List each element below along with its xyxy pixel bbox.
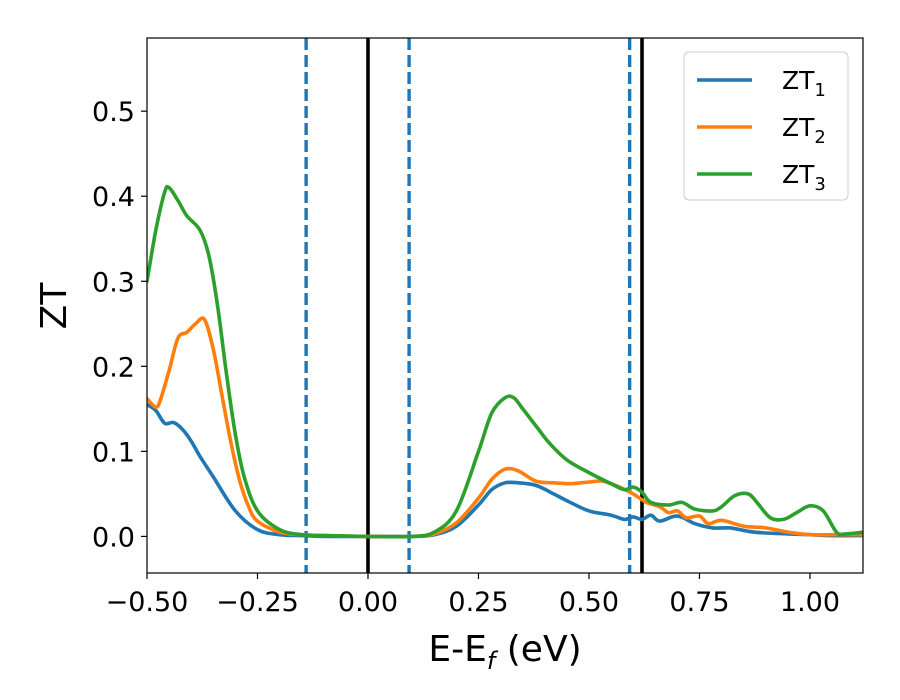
x-tick-label: −0.50 — [106, 587, 189, 618]
y-tick-label: 0.0 — [92, 522, 135, 553]
series-line-zt3 — [147, 184, 863, 539]
series-lines — [147, 184, 863, 539]
x-axis-title-unit: (eV) — [495, 629, 581, 670]
x-tick-label: 0.50 — [559, 587, 619, 618]
legend-label-zt2: ZT2 — [782, 113, 826, 148]
series-line-zt1 — [147, 402, 863, 539]
x-axis-ticks: −0.50 −0.25 0.00 0.25 0.50 0.75 1.00 — [106, 573, 840, 618]
x-tick-label: 1.00 — [780, 587, 840, 618]
y-tick-label: 0.2 — [92, 352, 135, 383]
series-line-zt2 — [147, 316, 863, 539]
x-tick-label: 0.75 — [669, 587, 729, 618]
x-axis-title: E-Ef (eV) — [428, 629, 581, 675]
x-tick-label: 0.25 — [448, 587, 508, 618]
x-tick-label: 0.00 — [338, 587, 398, 618]
y-tick-label: 0.3 — [92, 267, 135, 298]
x-tick-label: −0.25 — [216, 587, 299, 618]
y-tick-label: 0.4 — [92, 182, 135, 213]
reference-lines — [304, 38, 644, 573]
legend: ZT1 ZT2 ZT3 — [683, 51, 849, 201]
y-axis-title: ZT — [34, 282, 75, 330]
legend-label-zt1: ZT1 — [782, 66, 826, 101]
legend-box — [683, 51, 849, 201]
x-axis-title-main: E-E — [428, 629, 486, 670]
y-tick-label: 0.5 — [92, 97, 135, 128]
y-axis-ticks: 0.0 0.1 0.2 0.3 0.4 0.5 — [92, 97, 147, 553]
y-tick-label: 0.1 — [92, 437, 135, 468]
plot-frame — [146, 37, 864, 574]
legend-label-zt3: ZT3 — [782, 160, 826, 195]
